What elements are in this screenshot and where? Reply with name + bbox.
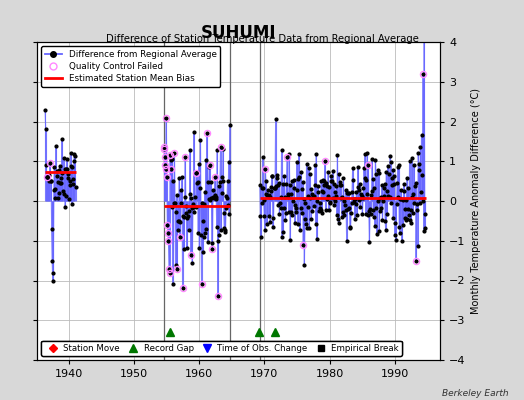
- Text: Berkeley Earth: Berkeley Earth: [442, 389, 508, 398]
- Text: Difference of Station Temperature Data from Regional Average: Difference of Station Temperature Data f…: [105, 34, 419, 44]
- Title: SUHUMI: SUHUMI: [201, 24, 276, 42]
- Y-axis label: Monthly Temperature Anomaly Difference (°C): Monthly Temperature Anomaly Difference (…: [471, 88, 481, 314]
- Legend: Station Move, Record Gap, Time of Obs. Change, Empirical Break: Station Move, Record Gap, Time of Obs. C…: [41, 341, 402, 356]
